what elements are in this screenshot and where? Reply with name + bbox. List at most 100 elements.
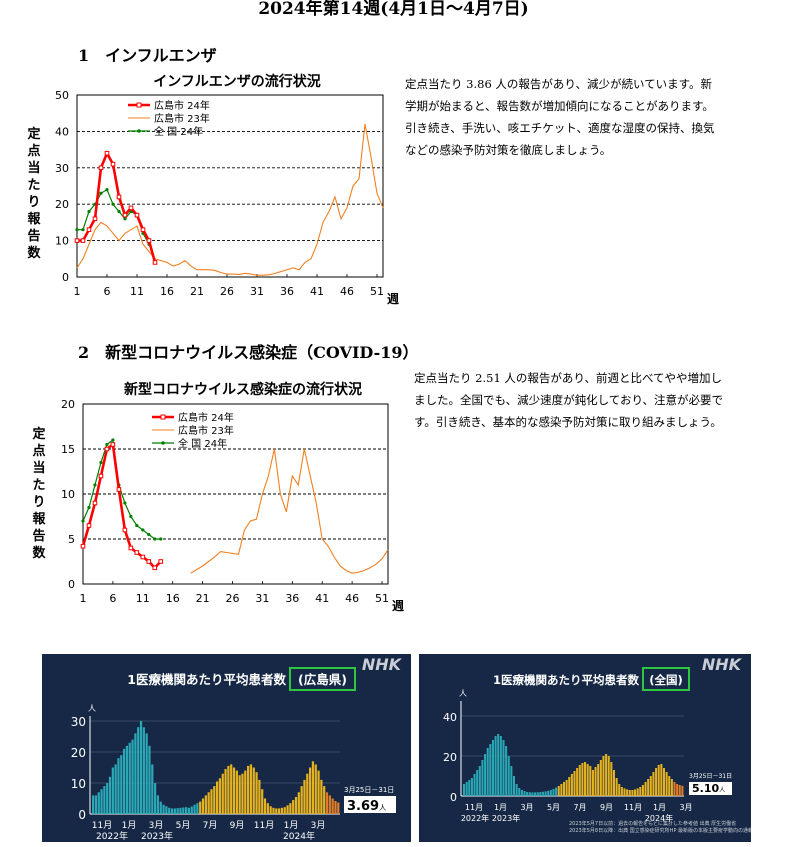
bar <box>159 801 162 814</box>
bar <box>176 808 179 814</box>
bar <box>201 798 205 814</box>
nhk-logo: NHK <box>362 655 403 674</box>
bar <box>283 807 286 814</box>
bar <box>497 734 500 796</box>
bar <box>210 789 213 814</box>
x-tick-label: 11 <box>136 592 150 605</box>
bar <box>463 784 466 796</box>
data-point <box>92 500 98 506</box>
bar <box>573 771 576 796</box>
bar <box>602 756 605 796</box>
month-label: 3月 <box>679 803 692 812</box>
data-point <box>74 238 80 243</box>
series-line <box>190 448 389 574</box>
page-title: 2024年第14週(4月1日〜4月7日) <box>258 0 529 19</box>
y-tick-label: 10 <box>55 235 69 248</box>
bar <box>484 754 487 796</box>
x-tick-label: 36 <box>285 592 299 605</box>
data-point <box>80 238 86 243</box>
bar <box>670 779 673 796</box>
bar <box>589 766 592 796</box>
y-axis-label-char: 点 <box>32 443 45 459</box>
year-label: 2024年 <box>283 830 315 842</box>
bar <box>591 770 594 796</box>
data-point <box>87 505 91 510</box>
region-label: (全国) <box>649 673 683 687</box>
unit-label: 人 <box>88 704 96 713</box>
x-tick-label: 26 <box>220 285 234 298</box>
y-axis-label-char: た <box>27 178 40 193</box>
bar <box>626 789 629 796</box>
x-tick-label: 46 <box>345 592 359 605</box>
region-label: (広島県) <box>298 672 347 687</box>
bar <box>507 756 510 796</box>
bar <box>151 764 154 814</box>
legend-marker <box>137 129 141 133</box>
data-point <box>110 442 116 447</box>
bar <box>526 792 529 796</box>
bar <box>505 746 508 796</box>
data-point <box>99 460 103 465</box>
data-point <box>128 545 134 551</box>
bar <box>597 764 600 796</box>
nhk-logo: NHK <box>702 655 743 674</box>
data-point <box>134 550 140 555</box>
bar <box>97 792 100 814</box>
x-tick-label: 46 <box>340 285 354 298</box>
month-label: 11月 <box>254 820 274 831</box>
bar <box>193 804 196 814</box>
bar <box>286 805 289 814</box>
bar <box>263 798 267 814</box>
bar <box>620 787 623 796</box>
y-axis-label-char: 当 <box>27 160 40 176</box>
bar <box>142 727 145 814</box>
x-tick-label: 31 <box>255 592 269 605</box>
bar <box>531 792 534 796</box>
x-tick-label: 41 <box>310 285 324 298</box>
bar <box>657 765 660 796</box>
legend-label: 広島市 24年 <box>154 99 210 112</box>
bar <box>134 733 137 814</box>
bar <box>557 786 560 796</box>
y-axis-label-char: 定 <box>31 426 45 442</box>
value-label: 5.10人 <box>692 782 725 795</box>
data-point <box>146 559 152 564</box>
bar <box>120 755 123 814</box>
month-label: 9月 <box>230 820 245 831</box>
data-point <box>99 191 103 195</box>
bar <box>280 807 284 814</box>
x-axis-label: 週 <box>392 598 404 613</box>
data-point <box>86 227 92 232</box>
bar <box>678 785 681 796</box>
bar <box>297 792 300 814</box>
bar <box>309 767 312 814</box>
bar <box>523 791 526 796</box>
data-point <box>105 188 109 192</box>
bar <box>681 785 684 796</box>
y-tick-label: 40 <box>55 125 69 138</box>
bar <box>560 784 563 796</box>
bar <box>610 762 613 796</box>
data-point <box>128 205 134 211</box>
bar <box>541 791 544 796</box>
data-point <box>147 532 151 537</box>
bar <box>676 784 679 796</box>
bar <box>555 787 558 796</box>
bar <box>491 740 494 796</box>
bar <box>641 785 644 796</box>
bar <box>499 736 502 796</box>
bar <box>337 802 340 814</box>
bar <box>478 766 481 796</box>
data-point <box>75 228 79 232</box>
bar <box>636 788 639 796</box>
y-tick-label: 0 <box>450 791 457 804</box>
bar <box>114 764 117 814</box>
bar <box>123 748 126 814</box>
bar <box>103 786 106 814</box>
bar <box>476 770 479 796</box>
bar <box>552 789 555 796</box>
bar <box>634 789 637 796</box>
bar <box>272 807 275 814</box>
bar <box>518 788 521 796</box>
